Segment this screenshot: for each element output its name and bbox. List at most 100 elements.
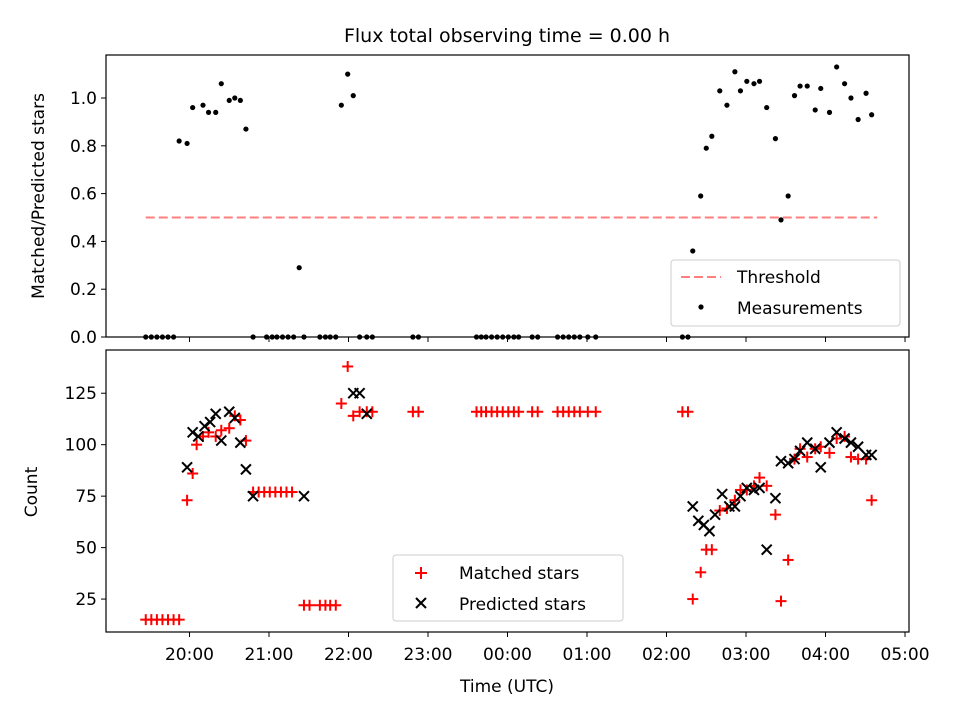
bottom-y-tick-label: 25 (75, 590, 97, 610)
matched-star-point (741, 484, 753, 496)
matched-star-point (335, 398, 347, 410)
top-x-ticks (188, 337, 906, 342)
bottom-y-axis-label: Count (22, 466, 42, 517)
matched-star-point (754, 472, 766, 484)
measurement-point (345, 71, 351, 77)
measurement-point (296, 265, 302, 271)
matched-star-point (229, 410, 241, 422)
predicted-star-point (240, 463, 252, 476)
measurement-point (200, 102, 206, 108)
matched-star-point (866, 494, 878, 506)
predicted-star-point (723, 500, 736, 513)
matched-star-point (687, 593, 699, 605)
top-y-axis-label: Matched/Predicted stars (29, 93, 49, 299)
measurement-point (243, 126, 249, 132)
measurement-point (690, 248, 696, 254)
matched-star-point (342, 360, 354, 372)
measurement-point (226, 97, 232, 104)
measurement-point (744, 78, 750, 84)
predicted-star-point (210, 408, 222, 420)
measurement-point (751, 81, 757, 87)
top-y-tick-label: 0.6 (70, 185, 97, 205)
predicted-star-point (845, 436, 857, 449)
x-tick-label: 21:00 (244, 645, 293, 665)
predicted-star-point (823, 436, 836, 449)
measurement-point (176, 138, 182, 144)
matched-star-point (187, 468, 199, 480)
matched-star-point (532, 406, 544, 418)
measurement-point (756, 78, 763, 84)
x-tick-label: 04:00 (801, 645, 850, 665)
matched-star-point (513, 406, 525, 418)
matched-star-point (706, 544, 718, 556)
matched-star-point (173, 614, 185, 626)
predicted-star-point (353, 387, 366, 399)
matched-star-point (590, 406, 602, 418)
predicted-star-point (815, 461, 827, 474)
matched-star-point (210, 430, 222, 442)
predicted-star-point (215, 434, 227, 447)
measurement-point (778, 217, 784, 223)
predicted-star-point (760, 543, 773, 556)
top-y-tick-label: 1.0 (70, 89, 97, 109)
x-tick-label: 23:00 (403, 645, 452, 665)
bottom-y-ticks: 25 50 75 100 125 (65, 384, 106, 610)
legend-matched-label: Matched stars (459, 564, 579, 584)
matched-star-point (794, 443, 806, 455)
top-y-tick-label: 0.4 (70, 232, 97, 252)
matched-star-point (191, 439, 203, 451)
x-axis-label: Time (UTC) (459, 677, 554, 697)
measurement-point (205, 109, 212, 115)
measurement-point (213, 109, 219, 115)
predicted-star-point (204, 416, 216, 428)
measurement-point (818, 85, 824, 92)
bottom-y-tick-label: 75 (75, 487, 97, 507)
matched-star-point (775, 595, 787, 607)
predicted-star-point (716, 488, 728, 500)
measurement-point (232, 95, 238, 101)
predicted-star-point (769, 492, 782, 504)
x-tick-label: 00:00 (483, 645, 532, 665)
matched-star-point (412, 406, 424, 418)
measurement-point (732, 69, 738, 75)
matched-star-point (215, 424, 227, 436)
predicted-star-point (703, 525, 716, 537)
top-y-tick-label: 0.0 (70, 328, 97, 348)
matched-star-point (761, 480, 773, 492)
top-legend-box (670, 259, 901, 327)
measurement-point (717, 88, 723, 94)
matched-star-point (286, 486, 298, 498)
legend-measurements-label: Measurements (737, 299, 863, 319)
matched-star-point (181, 494, 193, 506)
measurement-point (812, 107, 818, 113)
predicted-star-point (782, 457, 794, 469)
measurement-point (834, 64, 840, 70)
x-tick-label: 05:00 (881, 645, 930, 665)
measurement-point (869, 112, 875, 118)
measurement-point (338, 102, 344, 108)
predicted-star-point (830, 426, 843, 439)
measurement-point (842, 81, 848, 87)
top-legend: Threshold Measurements (670, 259, 901, 327)
predicted-star-point (298, 490, 310, 502)
predicted-star-point (361, 408, 373, 420)
predicted-star-point (692, 515, 705, 527)
measurement-point (190, 104, 196, 111)
bottom-legend: Matched stars Predicted stars (392, 554, 624, 622)
predicted-star-point (753, 482, 766, 494)
chart-title: Flux total observing time = 0.00 h (344, 25, 670, 47)
predicted-star-point (709, 508, 721, 521)
measurement-point (703, 145, 709, 151)
top-plot-area (143, 64, 878, 340)
bottom-panel: 25 50 75 100 125 20:00 21:00 22:00 23:00 00:00 01… (22, 349, 930, 665)
measurement-point (237, 97, 243, 104)
matched-star-point (801, 451, 813, 463)
bottom-plot-area (140, 360, 878, 626)
top-y-ticks: 0.0 0.2 0.4 0.6 0.8 1.0 (70, 89, 106, 348)
predicted-star-point (734, 490, 747, 502)
matched-star-point (223, 422, 235, 434)
matched-star-point (330, 599, 342, 611)
bottom-y-tick-label: 50 (75, 539, 97, 559)
predicted-star-point (809, 443, 821, 455)
predicted-star-point (181, 461, 193, 474)
